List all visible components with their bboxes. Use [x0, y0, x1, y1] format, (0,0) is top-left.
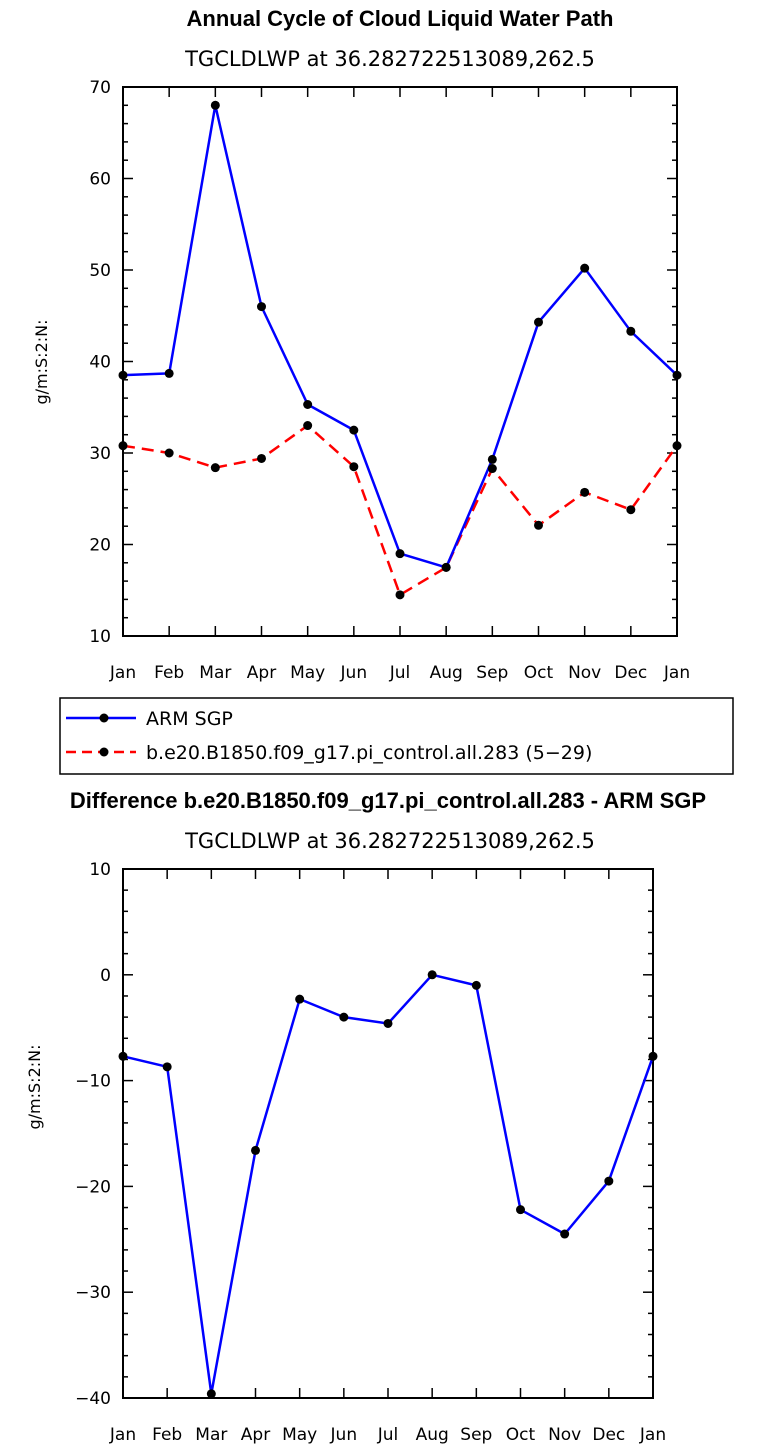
chart1-ytick-label: 60: [89, 170, 111, 190]
chart1-point-s1-2: [210, 463, 220, 473]
chart2-xtick-label: Jun: [330, 1425, 358, 1445]
legend-label-arm-sgp: ARM SGP: [146, 708, 233, 730]
chart2-subtitle: TGCLDLWP at 36.282722513089,262.5: [184, 829, 595, 853]
chart2-ytick-label: −30: [75, 1283, 111, 1303]
chart1-xtick-label: Apr: [247, 663, 276, 683]
chart1-point-s1-5: [349, 462, 359, 472]
chart2-xtick-label: Nov: [548, 1425, 581, 1445]
chart2-point-s0-9: [516, 1205, 525, 1215]
chart2-point-s0-6: [383, 1018, 393, 1028]
chart1-xtick-label: Aug: [430, 663, 463, 683]
chart2-point-s0-7: [427, 970, 437, 980]
chart1-plot: 10 20 30 40 50 60 70 Jan Feb Mar Apr May Jun Jul Aug Se…: [89, 78, 690, 683]
chart2-xtick-label: Oct: [506, 1425, 536, 1445]
chart2-title: Difference b.e20.B1850.f09_g17.pi_contro…: [70, 788, 706, 813]
chart2-point-s0-0: [118, 1051, 128, 1061]
chart2-point-s0-5: [339, 1012, 349, 1022]
chart1-point-s1-8: [487, 464, 497, 474]
chart1-ylabel: g/m:S:2:N:: [32, 320, 51, 405]
chart1-xtick-label: Feb: [154, 663, 184, 683]
chart1-series-line-0: [122, 104, 678, 569]
chart1-point-s1-0: [118, 441, 128, 451]
chart2-series-line-0: [122, 973, 655, 1396]
chart1-ytick-label: 20: [89, 536, 111, 556]
chart1-point-s1-9: [534, 520, 543, 530]
chart1-point-s0-12: [672, 370, 682, 380]
chart1-ytick-label: 10: [89, 627, 111, 647]
chart2-ytick-label: −40: [75, 1389, 111, 1409]
chart1-point-s0-6: [395, 549, 405, 559]
chart1-point-s0-1: [164, 368, 174, 378]
chart1-point-s1-6: [395, 590, 405, 600]
legend: ARM SGP b.e20.B1850.f09_g17.pi_control.a…: [59, 697, 734, 775]
legend-marker-model: [99, 747, 109, 757]
chart1-xtick-label: Jun: [340, 663, 368, 683]
chart2-xtick-label: May: [282, 1425, 317, 1445]
chart2-point-s0-1: [162, 1062, 172, 1072]
chart2-ylabel: g/m:S:2:N:: [25, 1045, 44, 1130]
chart1-point-s1-1: [164, 448, 174, 458]
chart2-point-s0-2: [206, 1389, 216, 1399]
chart1-point-s0-10: [580, 263, 590, 273]
chart1-ytick-label: 40: [89, 353, 111, 373]
chart1-point-s1-11: [626, 505, 636, 515]
chart2-xtick-label: Jan: [639, 1425, 666, 1445]
chart1-point-s1-7: [441, 562, 451, 572]
chart1-point-s1-4: [303, 421, 313, 431]
chart2-xtick-label: Mar: [195, 1425, 227, 1445]
chart2-ytick-label: 10: [89, 860, 111, 880]
chart2-xtick-label: Jul: [377, 1425, 399, 1445]
chart2-xtick-label: Aug: [416, 1425, 449, 1445]
chart1-xtick-label: Jan: [663, 663, 690, 683]
chart2-ytick-label: −10: [75, 1072, 111, 1092]
chart2-point-s0-12: [648, 1051, 658, 1061]
chart1-xtick-label: May: [290, 663, 325, 683]
chart1-point-s1-12: [672, 441, 682, 451]
legend-marker-arm-sgp: [99, 713, 109, 723]
chart1-point-s0-8: [487, 454, 497, 464]
chart1-point-s0-11: [626, 326, 636, 336]
chart1-xtick-label: Mar: [199, 663, 231, 683]
legend-label-model: b.e20.B1850.f09_g17.pi_control.all.283 (…: [146, 742, 592, 764]
chart2-ytick-label: −20: [75, 1177, 111, 1197]
chart2-ytick-label: 0: [100, 966, 111, 986]
chart2-plot: −40 −30 −20 −10 0 10 Jan Feb Mar Apr May Jun Jul Aug S…: [75, 860, 666, 1445]
chart2-point-s0-11: [604, 1176, 614, 1186]
chart1-xtick-label: Jul: [389, 663, 411, 683]
chart1-point-s1-10: [580, 487, 590, 497]
chart1-xtick-label: Sep: [476, 663, 508, 683]
chart1-xtick-label: Dec: [614, 663, 647, 683]
chart1-xtick-label: Nov: [568, 663, 601, 683]
chart1-point-s0-0: [118, 370, 128, 380]
chart1-ytick-label: 50: [89, 261, 111, 281]
chart1-point-s1-3: [257, 453, 266, 463]
chart2-point-s0-10: [560, 1229, 570, 1239]
chart1-xtick-label: Jan: [109, 663, 136, 683]
chart1-title: Annual Cycle of Cloud Liquid Water Path: [187, 6, 614, 31]
chart1-xtick-label: Oct: [524, 663, 554, 683]
chart2-point-s0-8: [471, 980, 481, 990]
chart1-point-s0-4: [303, 400, 313, 410]
chart1-point-s0-5: [349, 425, 359, 435]
chart2-xtick-label: Jan: [109, 1425, 136, 1445]
chart2-xtick-label: Sep: [460, 1425, 492, 1445]
chart2-xtick-label: Dec: [592, 1425, 625, 1445]
chart1-point-s0-2: [210, 100, 220, 110]
chart1-ytick-label: 30: [89, 444, 111, 464]
chart1-point-s0-3: [257, 302, 266, 312]
chart2-xtick-label: Apr: [241, 1425, 270, 1445]
chart1-series-line-1: [122, 424, 679, 597]
chart2-point-s0-3: [251, 1145, 260, 1155]
chart2-point-s0-4: [295, 994, 305, 1004]
chart2-plot-frame: [122, 868, 654, 1399]
legend-box: [59, 697, 734, 775]
chart1-ytick-label: 70: [89, 78, 111, 98]
chart1-subtitle: TGCLDLWP at 36.282722513089,262.5: [184, 47, 595, 71]
chart1-point-s0-9: [534, 317, 543, 327]
chart2-xtick-label: Feb: [152, 1425, 182, 1445]
